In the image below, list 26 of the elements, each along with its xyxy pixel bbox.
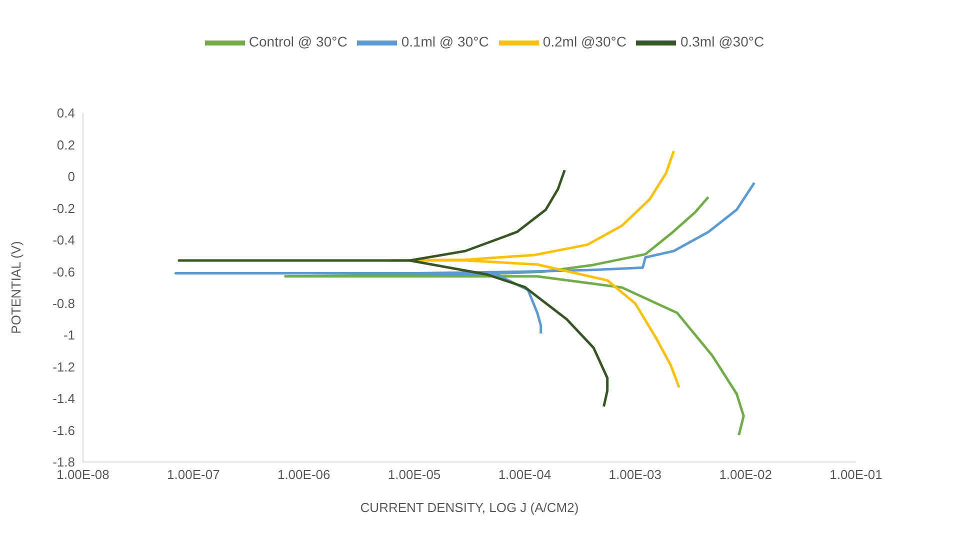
x-tick-label: 1.00E-06 (277, 467, 330, 482)
x-tick-label: 1.00E-07 (167, 467, 220, 482)
y-tick-label: -0.2 (52, 200, 75, 216)
x-tick-label: 1.00E-04 (498, 467, 552, 482)
y-tick-label: -1.4 (52, 391, 75, 406)
x-tick-label: 1.00E-03 (608, 467, 662, 482)
legend-label: 0.1ml @ 30°C (401, 34, 489, 50)
y-tick-label: 0.2 (56, 137, 75, 152)
x-tick-label: 1.00E-02 (719, 467, 772, 482)
y-tick-label: -1.8 (52, 454, 75, 470)
y-tick-label: -1.2 (52, 359, 75, 374)
y-axis-title: POTENTIAL (V) (8, 241, 24, 334)
x-axis-title: CURRENT DENSITY, LOG J (A/CM2) (360, 500, 579, 515)
y-tick-label: -1.6 (52, 422, 75, 438)
y-tick-label: 0 (68, 169, 75, 184)
x-tick-label: 1.00E-08 (56, 467, 110, 482)
y-tick-label: -1 (63, 328, 75, 343)
y-tick-label: -0.6 (52, 264, 75, 280)
legend-label: 0.2ml @30°C (542, 34, 626, 50)
x-tick-label: 1.00E-05 (388, 467, 441, 482)
y-tick-label: -0.4 (52, 232, 75, 248)
y-tick-label: 0.4 (56, 106, 75, 121)
legend-label: 0.3ml @30°C (680, 34, 764, 50)
y-tick-label: -0.8 (52, 296, 75, 311)
legend-label: Control @ 30°C (248, 34, 348, 50)
x-tick-label: 1.00E-01 (830, 467, 882, 482)
